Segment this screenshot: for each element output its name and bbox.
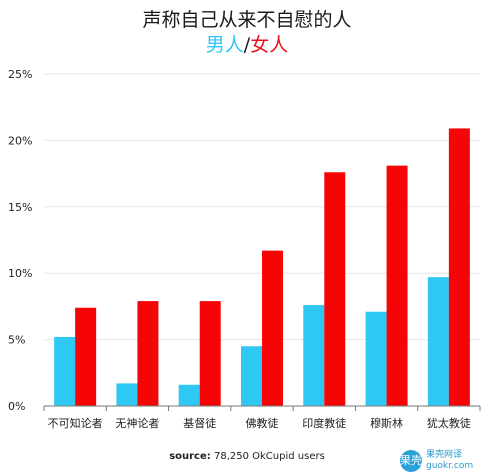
chart-title: 声称自己从来不自慰的人 [142,9,352,31]
x-tick-label: 印度教徒 [302,416,346,430]
bar-female [262,250,283,406]
source-text: 78,250 OkCupid users [213,451,325,462]
x-tick-label: 无神论者 [115,416,159,430]
source-note: source: 78,250 OkCupid users [0,451,494,463]
legend-male: 男人 [205,34,244,56]
x-axis [43,405,481,411]
bar-male [116,383,138,406]
bar-female [324,172,346,406]
bar-male [178,384,200,406]
x-tick-label: 不可知论者 [48,416,103,430]
bar-female [137,301,159,406]
watermark: 果壳 果壳网译 guokr.com [400,450,486,472]
y-tick-label: 25% [8,68,32,81]
y-tick-label: 20% [8,134,32,147]
chart-subtitle-legend: 男人/女人 [0,33,494,57]
bar-female [386,165,408,406]
x-tick-label: 佛教徒 [246,416,279,430]
source-label: source: [169,451,211,462]
bar-female [75,307,97,406]
y-tick-label: 10% [8,267,32,280]
watermark-cn: 果壳网译 [426,450,463,460]
bar-female [448,128,470,406]
y-tick-label: 15% [8,201,32,214]
bar-male [303,305,325,406]
x-tick-label: 穆斯林 [370,416,403,430]
bars [54,128,470,406]
guokr-logo: 果壳 [400,450,422,472]
x-axis-labels: 不可知论者 无神论者 基督徒 佛教徒 印度教徒 穆斯林 犹太教徒 [48,416,471,430]
y-tick-label: 0% [8,400,25,413]
x-tick-label: 犹太教徒 [427,416,471,430]
bar-male [241,346,262,406]
y-tick-label: 5% [8,334,25,347]
bar-female [199,301,221,406]
legend-separator: / [243,34,251,56]
bar-male [365,311,387,406]
watermark-url: guokr.com [426,461,474,471]
bar-male [54,336,76,406]
bar-male [427,277,449,406]
legend-female: 女人 [250,34,289,56]
x-tick-label: 基督徒 [183,416,216,430]
y-axis-ticks: 0% 5% 10% 15% 20% 25% [8,68,32,413]
